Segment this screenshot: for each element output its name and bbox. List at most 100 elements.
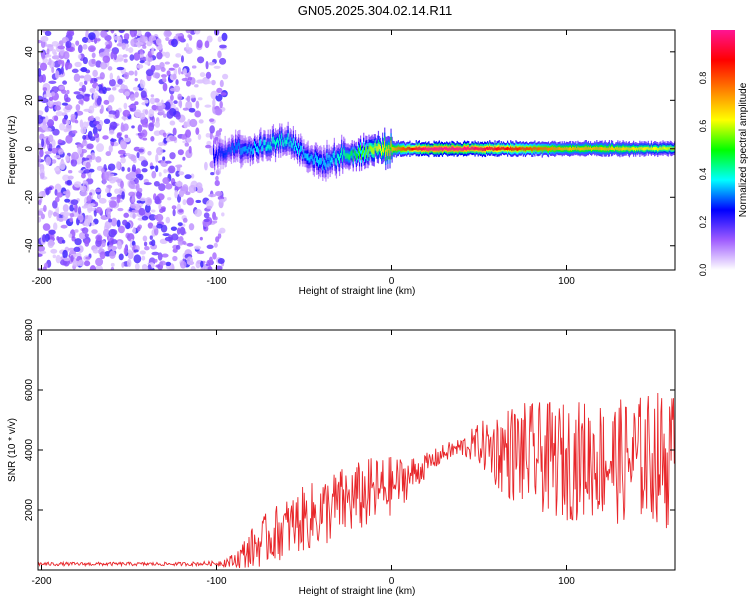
noise-speckle	[63, 128, 69, 133]
ridge-cell	[526, 147, 529, 150]
noise-speckle	[184, 142, 190, 147]
ridge-cell	[321, 157, 323, 164]
noise-speckle	[147, 150, 152, 156]
noise-speckle	[66, 31, 75, 37]
noise-speckle	[203, 212, 210, 219]
colorbar-label: Normalized spectral amplitude	[738, 82, 749, 217]
noise-speckle	[198, 119, 204, 124]
ridge-cell	[562, 147, 564, 151]
ridge-cell	[650, 146, 653, 150]
ridge-cell	[582, 147, 584, 151]
ridge-cell	[512, 147, 514, 151]
ridge-cell	[235, 142, 237, 150]
noise-speckle	[65, 155, 70, 162]
noise-speckle	[127, 172, 136, 182]
noise-speckle	[108, 176, 117, 184]
ridge-cell	[361, 153, 363, 160]
noise-speckle	[185, 43, 189, 50]
noise-speckle	[118, 253, 124, 261]
colorbar-gradient	[711, 30, 735, 270]
noise-speckle	[169, 152, 176, 160]
ridge-cell	[673, 146, 675, 150]
noise-speckle	[212, 252, 217, 260]
ridge-cell	[639, 147, 641, 151]
ridge-cell	[368, 146, 370, 154]
noise-speckle	[54, 155, 61, 159]
ridge-cell	[574, 147, 576, 150]
noise-speckle	[84, 233, 89, 238]
noise-speckle	[132, 226, 136, 234]
noise-speckle	[182, 199, 187, 206]
noise-speckle	[71, 236, 76, 242]
ridge-cell	[564, 147, 566, 151]
noise-speckle	[222, 73, 229, 80]
noise-speckle	[75, 104, 81, 112]
noise-speckle	[107, 66, 113, 71]
ridge-cell	[376, 146, 378, 153]
noise-speckle	[147, 222, 154, 229]
ridge-cell	[459, 147, 461, 151]
noise-speckle	[138, 187, 143, 193]
ridge-cell	[667, 147, 669, 151]
noise-speckle	[142, 235, 148, 242]
ridge-cell	[372, 148, 374, 155]
ridge-cell	[392, 147, 394, 151]
noise-speckle	[62, 204, 69, 213]
ridge-cell	[238, 140, 240, 146]
ridge-cell	[404, 147, 406, 151]
noise-speckle	[54, 105, 62, 111]
ridge-cell	[273, 139, 276, 145]
noise-speckle	[115, 161, 121, 170]
ridge-cell	[565, 146, 567, 150]
ridge-cell	[245, 145, 247, 151]
ridge-cell	[595, 147, 597, 150]
ridge-cell	[358, 151, 361, 159]
noise-speckle	[162, 76, 167, 82]
ridge-cell	[552, 146, 554, 150]
ridge-cell	[519, 146, 521, 150]
noise-speckle	[47, 239, 55, 249]
noise-speckle	[128, 180, 136, 189]
noise-speckle	[87, 214, 93, 223]
noise-speckle	[48, 134, 54, 143]
ridge-cell	[414, 147, 416, 151]
ridge-cell	[449, 147, 451, 151]
noise-speckle	[172, 73, 177, 80]
noise-speckle	[58, 217, 64, 222]
ridge-cell	[450, 148, 452, 151]
ridge-cell	[356, 153, 359, 159]
noise-speckle	[61, 239, 66, 244]
ridge-cell	[551, 147, 553, 151]
noise-speckle	[218, 198, 226, 203]
ridge-cell	[530, 146, 532, 150]
noise-speckle	[221, 212, 225, 217]
ridge-cell	[260, 139, 262, 146]
x-tick-label: -200	[31, 576, 51, 587]
y-tick-label: 40	[24, 46, 35, 58]
ridge-cell	[561, 147, 563, 151]
ridge-cell	[395, 147, 397, 152]
ridge-cell	[585, 146, 587, 150]
noise-speckle	[190, 265, 196, 270]
ridge-cell	[618, 147, 620, 151]
noise-speckle	[127, 167, 131, 172]
noise-speckle	[48, 229, 56, 235]
noise-speckle	[157, 252, 163, 261]
snr-plot-area	[38, 330, 675, 570]
ridge-cell	[277, 137, 279, 143]
ridge-cell	[316, 156, 319, 164]
noise-speckle	[195, 199, 202, 204]
noise-speckle	[203, 218, 210, 223]
noise-speckle	[168, 67, 175, 71]
noise-speckle	[141, 129, 148, 138]
noise-speckle	[120, 141, 127, 150]
noise-speckle	[151, 47, 155, 56]
noise-speckle	[183, 121, 189, 129]
noise-speckle	[144, 203, 151, 213]
noise-speckle	[84, 239, 90, 247]
noise-speckle	[184, 174, 192, 180]
noise-speckle	[134, 263, 140, 270]
noise-speckle	[214, 216, 218, 221]
ridge-cell	[326, 153, 328, 161]
noise-speckle	[147, 56, 153, 63]
